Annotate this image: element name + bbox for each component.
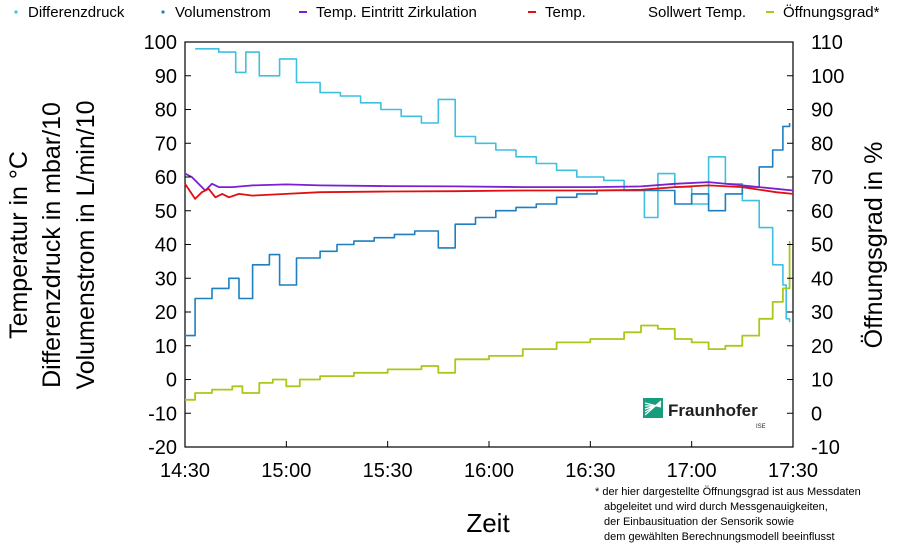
legend-label: Volumenstrom	[175, 4, 271, 21]
logo-stripe	[644, 404, 662, 407]
y-right-tick-label: 0	[811, 403, 822, 425]
series-line-1	[185, 123, 791, 337]
series-line-2	[184, 172, 794, 192]
x-tick-label: 15:30	[363, 460, 413, 482]
y-right-tick-label: 50	[811, 235, 833, 257]
y-left-tick-label: 70	[155, 133, 177, 155]
y-right-tick-label: 100	[811, 66, 844, 88]
y-right-tick-label: -10	[811, 437, 840, 459]
legend-label: Differenzdruck	[28, 4, 125, 21]
y-right-tick-label: 10	[811, 370, 833, 392]
y-left-tick-label: 50	[155, 201, 177, 223]
series-line-5	[185, 241, 791, 401]
y-left-tick-label: 0	[166, 370, 177, 392]
fraunhofer-logo-icon	[643, 398, 663, 418]
logo-sub: ISE	[756, 424, 766, 430]
x-tick-label: 14:30	[160, 460, 210, 482]
x-tick-label: 16:30	[565, 460, 615, 482]
legend-swatch	[14, 10, 18, 14]
y-right-tick-label: 110	[811, 32, 843, 54]
y-left-tick-label: 40	[155, 235, 177, 257]
logo-stripe	[644, 401, 662, 413]
x-tick-label: 17:00	[667, 460, 717, 482]
x-tick-label: 15:00	[261, 460, 311, 482]
y-right-tick-label: 30	[811, 302, 833, 324]
footnote-line-3: der Einbausituation der Sensorik sowie	[604, 516, 794, 528]
y-left-tick-label: 30	[155, 268, 177, 290]
x-tick-label: 17:30	[768, 460, 818, 482]
y-axis-right-title: Öffnungsgrad in %	[860, 142, 888, 349]
logo-stripe	[644, 400, 662, 416]
y-axis-left-title-1: Temperatur in °C	[5, 151, 33, 339]
footnote-line-4: dem gewählten Berechnungsmodell beeinflu…	[604, 531, 835, 543]
y-left-tick-label: -10	[148, 403, 177, 425]
series-lines	[184, 48, 794, 401]
legend-label: Temp.	[545, 4, 586, 21]
y-right-tick-label: 70	[811, 167, 833, 189]
y-left-tick-label: 90	[155, 66, 177, 88]
fraunhofer-logo: Fraunhofer ISE	[643, 398, 766, 430]
y-left-tick-label: 20	[155, 302, 177, 324]
legend-swatch	[161, 10, 165, 14]
y-right-tick-label: 80	[811, 133, 833, 155]
footnote-line-1: * der hier dargestellte Öffnungsgrad ist…	[595, 486, 861, 498]
y-left-tick-label: 60	[155, 167, 177, 189]
logo-stripe	[644, 403, 662, 410]
y-left-tick-label: -20	[148, 437, 177, 459]
y-axis-left-title-2: Differenzdruck in mbar/10	[38, 102, 66, 388]
plot-area	[184, 41, 794, 448]
y-left-tick-label: 100	[144, 32, 177, 54]
legend: Differenzdruck Volumenstrom Temp. Eintritt…	[14, 3, 880, 21]
logo-name: Fraunhofer	[668, 401, 758, 420]
legend-label: Temp. Eintritt Zirkulation	[316, 4, 477, 21]
footnote: * der hier dargestellte Öffnungsgrad ist…	[595, 486, 861, 543]
y-right-tick-label: 20	[811, 336, 833, 358]
y-right-tick-label: 40	[811, 268, 833, 290]
y-axis-left-title-3: Volumenstrom in L/min/10	[72, 100, 100, 389]
footnote-line-2: abgeleitet und wird durch Messgenauigkei…	[604, 501, 828, 513]
y-right-tick-label: 60	[811, 201, 833, 223]
legend-label: Öffnungsgrad*	[783, 3, 880, 21]
y-left-tick-label: 10	[155, 336, 177, 358]
x-axis-title: Zeit	[466, 508, 510, 538]
x-axis: 14:30 15:00 15:30 16:00 16:30 17:00 17:30	[160, 441, 818, 482]
y-right-tick-label: 90	[811, 100, 833, 122]
x-tick-label: 16:00	[464, 460, 514, 482]
y-left-tick-label: 80	[155, 100, 177, 122]
series-line-3	[184, 183, 794, 200]
logo-stripe	[644, 402, 662, 408]
series-line-0	[195, 48, 791, 323]
legend-label: Sollwert Temp.	[648, 4, 746, 21]
